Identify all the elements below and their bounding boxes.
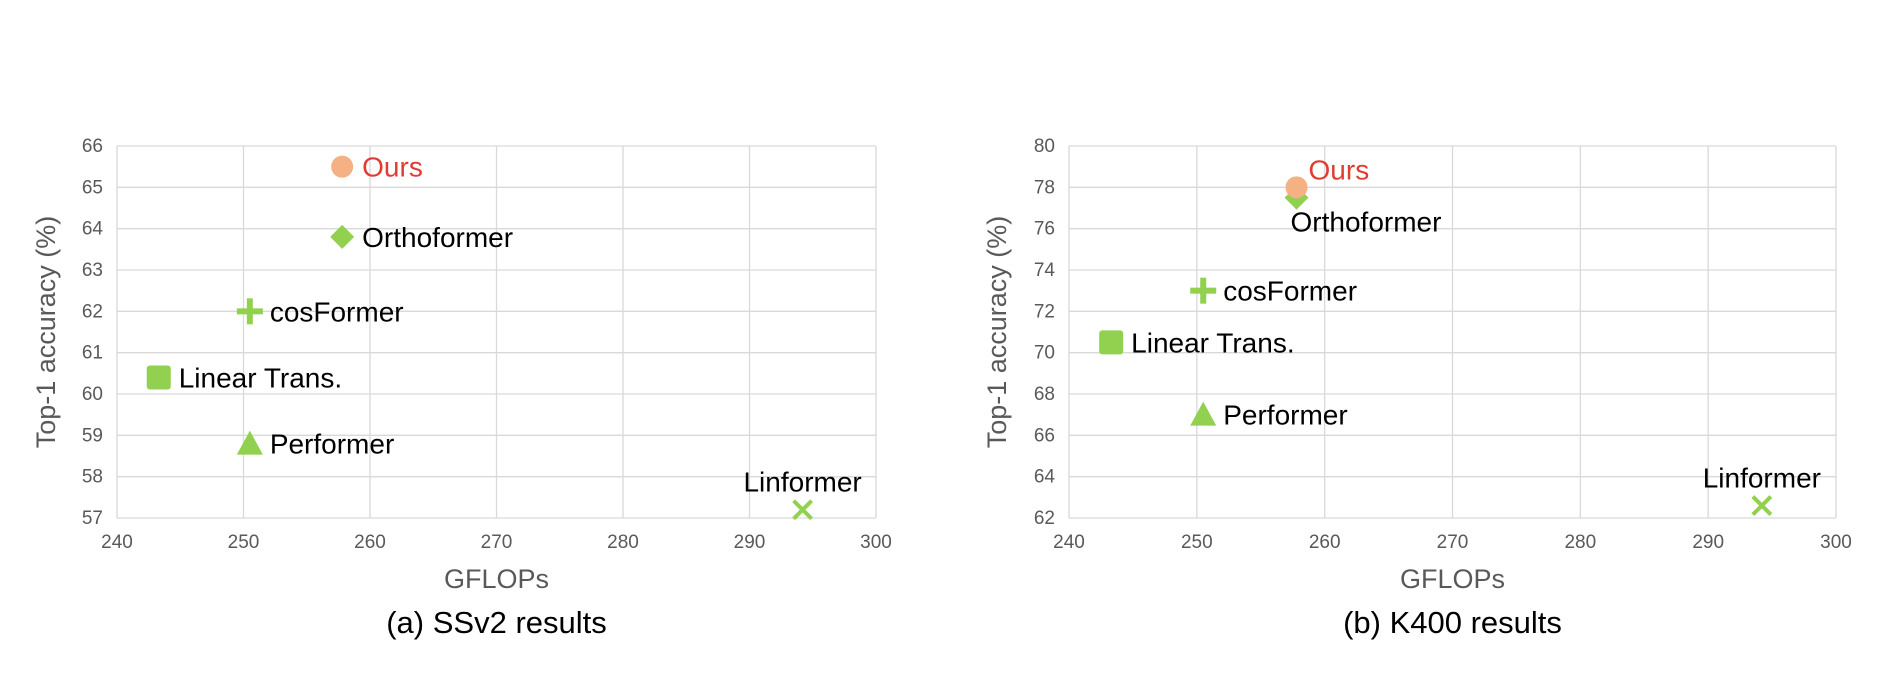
y-tick-label: 62 <box>1034 508 1055 529</box>
y-axis-title: Top-1 accuracy (%) <box>982 216 1012 449</box>
y-tick-label: 76 <box>1034 219 1055 240</box>
y-tick-label: 70 <box>1034 343 1055 364</box>
panel-k400: 62 64 66 68 70 72 74 76 78 80 240 250 260 270 280 290 30… <box>982 136 1852 640</box>
x-axis-title: GFLOPs <box>444 564 549 594</box>
x-tick-label: 290 <box>1692 532 1724 553</box>
y-tick-label: 66 <box>1034 425 1055 446</box>
y-tick-label: 78 <box>1034 177 1055 198</box>
point-cosformer-marker <box>236 298 263 325</box>
point-ours-marker <box>331 155 354 178</box>
y-tick-label: 74 <box>1034 260 1056 281</box>
point-label: Ours <box>362 152 423 183</box>
y-tick-label: 62 <box>82 301 103 322</box>
x-tick-label: 290 <box>734 532 766 553</box>
y-tick-label: 63 <box>82 260 103 281</box>
y-tick-label: 57 <box>82 508 103 529</box>
x-tick-label: 300 <box>1820 532 1852 553</box>
point-linear-trans-marker <box>146 365 171 390</box>
point-label: Linear Trans. <box>179 362 342 393</box>
point-label: Performer <box>270 429 394 460</box>
point-label: Performer <box>1223 400 1347 431</box>
y-tick-label: 58 <box>82 467 103 488</box>
point-cosformer-marker <box>1190 277 1217 304</box>
y-tick-label: 66 <box>82 136 103 157</box>
point-label: Linformer <box>1703 463 1821 494</box>
x-tick-label: 280 <box>607 532 639 553</box>
x-tick-label: 250 <box>228 532 260 553</box>
point-linformer-marker <box>792 499 814 521</box>
x-tick-label: 300 <box>860 532 892 553</box>
gridlines <box>1068 145 1837 519</box>
y-tick-label: 64 <box>1034 467 1056 488</box>
point-orthoformer-marker <box>330 224 355 249</box>
y-tick-label: 68 <box>1034 384 1055 405</box>
x-tick-label: 240 <box>1053 532 1085 553</box>
point-label: Linear Trans. <box>1131 327 1294 358</box>
panel-caption: (b) K400 results <box>1343 605 1562 640</box>
x-tick-label: 240 <box>101 532 133 553</box>
point-label: Orthoformer <box>1291 207 1442 238</box>
gridlines <box>116 145 877 519</box>
x-tick-label: 260 <box>1309 532 1341 553</box>
x-tick-label: 250 <box>1181 532 1213 553</box>
x-tick-label: 270 <box>481 532 513 553</box>
panel-ssv2: 57 58 59 60 61 62 63 64 65 66 240 250 260 270 280 290 30… <box>31 136 892 640</box>
x-tick-label: 280 <box>1564 532 1596 553</box>
point-label: cosFormer <box>1223 276 1357 307</box>
y-tick-label: 60 <box>82 384 103 405</box>
point-performer-marker <box>1190 401 1217 426</box>
point-label: Ours <box>1309 154 1370 185</box>
y-tick-label: 59 <box>82 425 103 446</box>
y-tick-label: 65 <box>82 177 103 198</box>
x-axis-title: GFLOPs <box>1400 564 1505 594</box>
point-performer-marker <box>236 430 263 455</box>
y-tick-label: 64 <box>82 219 104 240</box>
point-ours-marker <box>1285 176 1308 199</box>
point-label: Orthoformer <box>362 222 513 253</box>
x-tick-label: 260 <box>354 532 386 553</box>
y-tick-label: 72 <box>1034 301 1055 322</box>
point-linformer-marker <box>1751 495 1773 517</box>
x-tick-label: 270 <box>1437 532 1469 553</box>
y-tick-label: 61 <box>82 343 103 364</box>
point-linear-trans-marker <box>1099 330 1124 355</box>
point-label: cosFormer <box>270 296 404 327</box>
point-label: Linformer <box>743 467 861 498</box>
y-axis-title: Top-1 accuracy (%) <box>31 216 61 449</box>
panel-caption: (a) SSv2 results <box>386 605 607 640</box>
y-tick-label: 80 <box>1034 136 1055 157</box>
